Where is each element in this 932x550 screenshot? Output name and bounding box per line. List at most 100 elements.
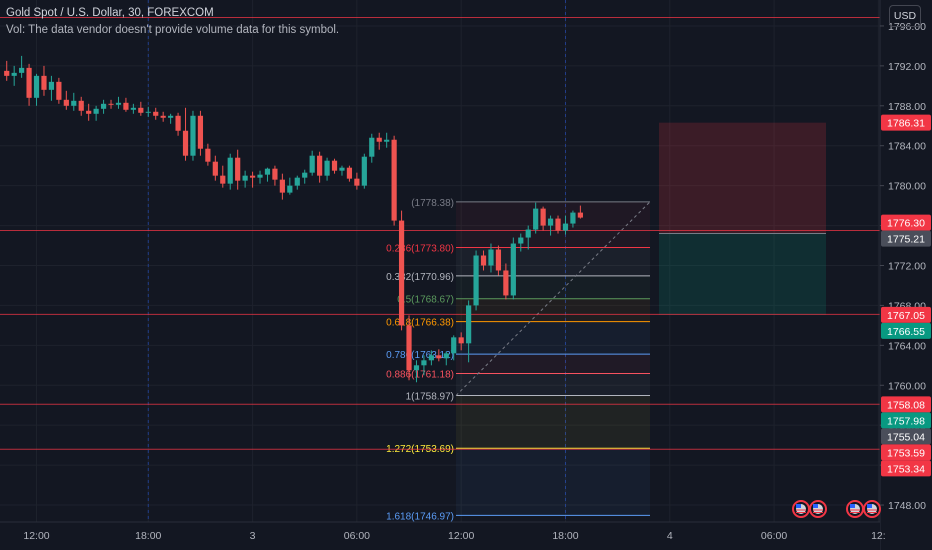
candle bbox=[153, 107, 159, 120]
candle bbox=[41, 65, 47, 96]
candle-body bbox=[309, 155, 315, 173]
candle bbox=[168, 113, 174, 124]
time-axis[interactable]: 12:00 18:00 3 06:00 12:00 18:00 4 06:00 12: bbox=[0, 521, 886, 550]
currency-button[interactable]: USD bbox=[889, 5, 921, 27]
candle bbox=[466, 300, 472, 363]
target-zone bbox=[659, 233, 826, 315]
candle-body bbox=[71, 100, 77, 106]
candle-body bbox=[413, 365, 420, 371]
time-tick-label: 3 bbox=[250, 530, 256, 542]
fib-level-label: 0.5(1768.67) bbox=[397, 295, 454, 306]
candle-body bbox=[11, 72, 17, 76]
candle bbox=[115, 96, 122, 109]
candle-body bbox=[4, 70, 10, 76]
price-tick-label: 1792.00 bbox=[888, 61, 926, 73]
candle bbox=[488, 243, 494, 273]
stop-zone bbox=[659, 122, 826, 234]
fib-retracement[interactable]: (1778.38) 0.236(1773.80) 0.382(1770.96) 0.5… bbox=[386, 198, 651, 522]
time-axis-bg bbox=[0, 522, 880, 550]
candle-body bbox=[376, 137, 382, 142]
candle bbox=[205, 143, 211, 166]
candle-body bbox=[547, 218, 554, 226]
candle bbox=[257, 170, 263, 184]
candle-body bbox=[533, 208, 539, 230]
symbol-title[interactable]: Gold Spot / U.S. Dollar, 30, FOREXCOM bbox=[6, 7, 214, 19]
price-tag-label: 1758.08 bbox=[887, 399, 925, 411]
candle-body bbox=[138, 107, 144, 113]
price-tag: 1753.59 bbox=[881, 444, 931, 461]
candle bbox=[182, 107, 189, 161]
candle bbox=[264, 167, 271, 182]
candle bbox=[451, 335, 457, 361]
candle-body bbox=[451, 337, 457, 354]
candle-body bbox=[510, 243, 516, 296]
candle bbox=[533, 202, 539, 234]
candle-body bbox=[108, 103, 114, 105]
fib-level-label: 0.618(1766.38) bbox=[386, 318, 454, 329]
short-position-tool[interactable] bbox=[659, 122, 826, 315]
candle-body bbox=[56, 81, 62, 100]
time-tick-label: 06:00 bbox=[761, 530, 787, 542]
candle bbox=[227, 153, 233, 190]
price-tag-bg bbox=[881, 322, 931, 339]
candle-body bbox=[495, 249, 502, 271]
time-tick-label: 4 bbox=[667, 530, 673, 542]
candle-body bbox=[235, 157, 241, 181]
candle-body bbox=[406, 325, 412, 371]
candle-body bbox=[19, 67, 25, 73]
candle-body bbox=[227, 157, 233, 184]
candle bbox=[4, 60, 10, 81]
candle-body bbox=[145, 111, 151, 113]
candle-body bbox=[324, 160, 330, 176]
candle-body bbox=[220, 175, 226, 184]
price-tag-bg bbox=[881, 412, 931, 429]
price-tick-label: 1780.00 bbox=[888, 181, 926, 193]
fib-band bbox=[456, 298, 650, 322]
fib-band bbox=[456, 247, 650, 276]
price-tag-bg bbox=[881, 396, 931, 413]
flag-canton bbox=[850, 504, 855, 508]
horizontal-lines[interactable] bbox=[0, 16, 880, 450]
candle-body bbox=[175, 115, 181, 131]
candle-body bbox=[331, 160, 338, 171]
price-tag-label: 1786.31 bbox=[887, 118, 925, 130]
flag-canton bbox=[813, 504, 818, 508]
candle-body bbox=[287, 185, 293, 193]
candle bbox=[309, 150, 315, 176]
candle-body bbox=[264, 168, 271, 175]
candle bbox=[361, 153, 367, 189]
candle-body bbox=[205, 148, 211, 162]
candle-body bbox=[212, 161, 218, 176]
price-tag-bg bbox=[881, 444, 931, 461]
candle bbox=[540, 206, 546, 231]
candle bbox=[242, 170, 248, 188]
fib-level-label: 1(1758.97) bbox=[406, 392, 454, 403]
candle-body bbox=[93, 108, 99, 114]
volume-notice: Vol: The data vendor doesn't provide vol… bbox=[6, 24, 340, 36]
candle bbox=[510, 237, 516, 300]
candle-body bbox=[115, 102, 122, 105]
candle-body bbox=[249, 175, 256, 178]
candle bbox=[413, 360, 420, 383]
candle bbox=[384, 132, 390, 148]
candle-body bbox=[562, 223, 569, 231]
us-event-flag-icon bbox=[792, 500, 810, 518]
price-tag-label: 1775.21 bbox=[887, 234, 925, 246]
price-tag: 1786.31 bbox=[881, 114, 931, 131]
candle-body bbox=[540, 208, 546, 226]
event-flags[interactable] bbox=[792, 500, 881, 518]
price-tag: 1757.98 bbox=[881, 412, 931, 429]
candle bbox=[555, 215, 561, 234]
candle-body bbox=[279, 179, 285, 193]
fib-band bbox=[456, 395, 650, 449]
candle bbox=[317, 151, 323, 183]
price-tag: 1775.21 bbox=[881, 230, 931, 247]
flag-canton bbox=[867, 504, 872, 508]
fib-band bbox=[456, 354, 650, 374]
candle-body bbox=[26, 67, 32, 98]
price-tag: 1766.55 bbox=[881, 322, 931, 339]
candle-body bbox=[160, 115, 166, 118]
time-tick-label: 06:00 bbox=[344, 530, 370, 542]
fib-level-label: 0.886(1761.18) bbox=[386, 369, 454, 380]
